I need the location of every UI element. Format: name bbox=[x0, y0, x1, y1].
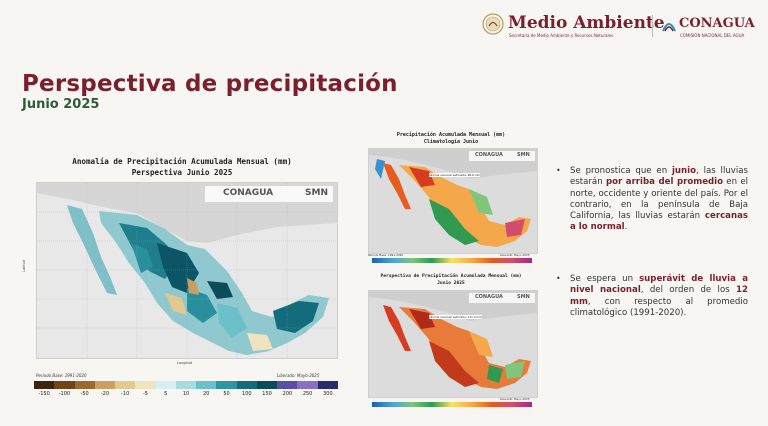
forecast-map-title-line2: Junio 2025 bbox=[437, 281, 465, 286]
climatology-map-panel: Precipitación Acumulada Mensual (mm) Cli… bbox=[362, 130, 540, 267]
base-period-label: Periodo Base: 1991-2020 bbox=[36, 373, 87, 378]
bullet-marker-2: • bbox=[556, 274, 561, 283]
anomaly-map-panel: Anomalía de Precipitación Acumulada Mens… bbox=[22, 154, 342, 404]
climatology-released: Liberado: Mayo 2025 bbox=[500, 253, 530, 257]
colorbar-tick-label: -20 bbox=[100, 391, 110, 397]
forecast-note: Lámina nacional estimada: 111.0 mm bbox=[429, 315, 482, 319]
forecast-conagua-logo: CONAGUA bbox=[475, 294, 503, 300]
climatology-base-period: Periodo Base: 1991-2020 bbox=[368, 253, 404, 257]
conagua-logo-icon bbox=[660, 15, 678, 35]
colorbar-cell bbox=[297, 381, 319, 389]
colorbar-cell bbox=[115, 381, 136, 389]
header-logos: Medio Ambiente Secretaría de Medio Ambie… bbox=[480, 10, 760, 42]
colorbar-cell bbox=[216, 381, 238, 389]
colorbar-tick-label: 150 bbox=[262, 391, 272, 397]
colorbar-tick-label: -50 bbox=[80, 391, 89, 397]
colorbar-tick-label: -10 bbox=[121, 391, 130, 397]
colorbar-tick-label: 50 bbox=[223, 391, 230, 397]
anomaly-map-title-line2: Perspectiva Junio 2025 bbox=[131, 168, 233, 177]
colorbar-tick-label: 250 bbox=[302, 391, 313, 397]
colorbar-ticks: -150 -100 -50 -20 -10 -5 5 10 20 50 100 150 200 250 30… bbox=[34, 391, 338, 399]
anomaly-map-ylabel: Latitud bbox=[22, 259, 27, 273]
colorbar-tick-label: -5 bbox=[142, 391, 148, 397]
page-title: Perspectiva de precipitación bbox=[22, 71, 398, 97]
anomaly-map-logos: CONAGUA SMN bbox=[205, 186, 333, 202]
forecast-map-graphic bbox=[369, 291, 537, 397]
colorbar-cell bbox=[155, 381, 177, 389]
forecast-map-plot: CONAGUA SMN Lámina nacional estimada: 11… bbox=[368, 290, 538, 398]
colorbar-tick-label: 200 bbox=[282, 391, 293, 397]
colorbar-tick-label: 100 bbox=[242, 391, 252, 397]
colorbar-cell bbox=[54, 381, 76, 389]
agency-subtitle: COMISIÓN NACIONAL DEL AGUA bbox=[680, 33, 745, 38]
colorbar-cell bbox=[196, 381, 217, 389]
climatology-note: Lámina nacional estimada: 98.8 mm bbox=[429, 173, 481, 177]
colorbar-cell bbox=[135, 381, 157, 389]
colorbar-cell bbox=[317, 381, 339, 389]
colorbar-cell bbox=[256, 381, 278, 389]
forecast-released: Liberado: Mayo 2025 bbox=[500, 397, 530, 401]
forecast-colorbar bbox=[372, 402, 532, 407]
colorbar-tick-label: -100 bbox=[58, 391, 71, 397]
brand-name: Medio Ambiente bbox=[508, 13, 665, 33]
forecast-map-panel: Perspectiva de Precipitación Acumulada M… bbox=[362, 272, 540, 412]
anomaly-map-title-line1: Anomalía de Precipitación Acumulada Mens… bbox=[72, 157, 292, 166]
colorbar-cell bbox=[74, 381, 96, 389]
colorbar-tick-label: 10 bbox=[182, 391, 190, 397]
colorbar-tick-label: -150 bbox=[38, 391, 50, 397]
climatology-map-plot: CONAGUA SMN Lámina nacional estimada: 98… bbox=[368, 148, 538, 254]
forecast-map-title-line1: Perspectiva de Precipitación Acumulada M… bbox=[380, 274, 522, 279]
header-divider bbox=[652, 15, 653, 37]
anomaly-map-plot: CONAGUA SMN bbox=[36, 182, 338, 359]
page-subtitle: Junio 2025 bbox=[22, 97, 100, 112]
climatology-smn-logo: SMN bbox=[517, 152, 530, 158]
colorbar-cell bbox=[94, 381, 116, 389]
government-seal-icon bbox=[482, 13, 504, 35]
climatology-map-logos: CONAGUA SMN bbox=[469, 151, 535, 161]
climatology-map-title-line1: Precipitación Acumulada Mensual (mm) bbox=[396, 132, 506, 138]
colorbar-tick-label: 5 bbox=[164, 391, 168, 397]
climatology-map-graphic bbox=[369, 149, 537, 253]
brand-subtitle: Secretaría de Medio Ambiente y Recursos … bbox=[509, 33, 614, 38]
colorbar-cell bbox=[277, 381, 298, 389]
bullet-text-2: Se espera un superávit de lluvia a nivel… bbox=[570, 274, 748, 318]
bullet-text-1: Se pronostica que en junio, las lluvias … bbox=[570, 166, 748, 233]
climatology-map-title-line2: Climatología Junio bbox=[423, 139, 479, 145]
forecast-smn-logo: SMN bbox=[517, 294, 530, 300]
conagua-map-logo: CONAGUA bbox=[223, 188, 274, 198]
colorbar-cell bbox=[34, 381, 55, 389]
colorbar-cell bbox=[175, 381, 197, 389]
released-label: Liberado: Mayo-2025 bbox=[277, 373, 320, 378]
anomaly-map-graphic bbox=[37, 183, 337, 358]
climatology-conagua-logo: CONAGUA bbox=[475, 152, 503, 158]
bullet-marker-1: • bbox=[556, 166, 561, 175]
colorbar-cell bbox=[236, 381, 258, 389]
colorbar-tick-label: 300 bbox=[323, 391, 333, 397]
smn-map-logo: SMN bbox=[305, 188, 328, 198]
anomaly-map-xlabel: Longitud bbox=[177, 361, 193, 365]
forecast-map-logos: CONAGUA SMN bbox=[469, 293, 535, 303]
agency-name: CONAGUA bbox=[679, 16, 755, 31]
anomaly-colorbar bbox=[34, 381, 339, 389]
colorbar-tick-label: 20 bbox=[203, 391, 210, 397]
climatology-colorbar bbox=[372, 258, 532, 263]
